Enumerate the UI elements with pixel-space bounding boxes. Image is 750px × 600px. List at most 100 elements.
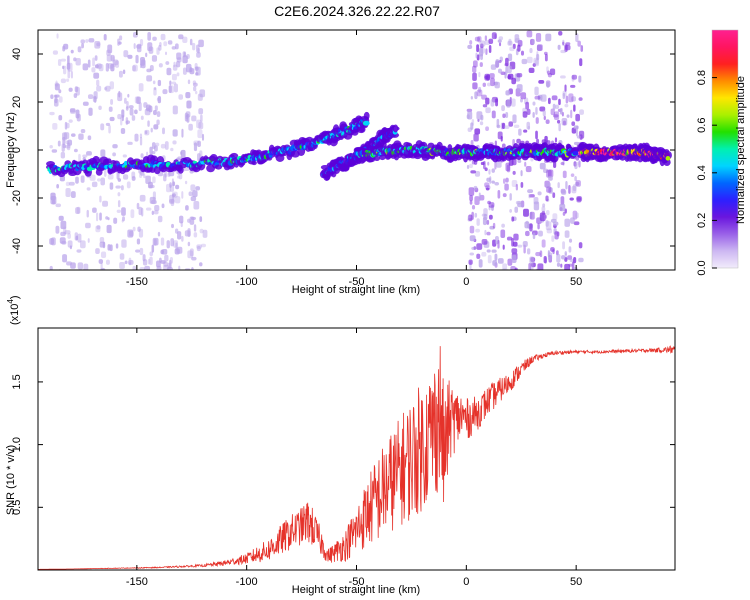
spectrogram-noise-blob <box>480 114 484 121</box>
spectrogram-noise-blob <box>507 73 514 80</box>
spectrogram-noise-blob <box>489 176 492 184</box>
spectrogram-noise-blob <box>578 75 582 83</box>
spectrogram-noise-blob <box>124 260 128 265</box>
spectrogram-noise-blob <box>117 178 122 182</box>
spectrogram-noise-blob <box>570 84 576 88</box>
spectrogram-noise-blob <box>561 189 567 195</box>
spectrogram-noise-blob <box>167 172 171 178</box>
spectrogram-noise-blob <box>131 115 136 121</box>
spectrogram-noise-blob <box>192 82 198 87</box>
colorbar-bar <box>711 29 739 269</box>
spectrogram-noise-blob <box>535 130 538 140</box>
spectrogram-noise-blob <box>510 265 516 270</box>
spectrogram-noise-blob <box>75 176 79 184</box>
spectrogram-noise-blob <box>501 105 505 112</box>
spectrogram-noise-blob <box>63 132 70 140</box>
spectrogram-noise-blob <box>476 243 483 250</box>
spectrogram-x-tick-label: 50 <box>570 276 582 288</box>
spectrogram-noise-blob <box>502 263 508 270</box>
spectrogram-noise-blob <box>468 214 473 221</box>
spectrogram-noise-blob <box>70 262 76 269</box>
spectrogram-noise-blob <box>185 63 192 73</box>
spectrogram-noise-blob <box>544 53 548 62</box>
spectrogram-noise-blob <box>169 182 172 188</box>
spectrogram-noise-blob <box>134 96 140 104</box>
spectrogram-noise-blob <box>494 81 500 89</box>
spectrogram-noise-blob <box>470 122 474 130</box>
spectrogram-noise-blob <box>568 246 572 253</box>
spectrogram-noise-blob <box>128 105 134 109</box>
spectrogram-noise-blob <box>100 267 105 270</box>
spectrogram-noise-blob <box>93 72 100 79</box>
spectrogram-noise-blob <box>118 41 122 45</box>
spectrogram-noise-blob <box>100 149 106 157</box>
spectrogram-noise-blob <box>526 121 531 130</box>
spectrogram-noise-blob <box>192 190 198 198</box>
spectrogram-noise-blob <box>166 67 172 76</box>
spectrogram-noise-blob <box>82 63 89 71</box>
spectrogram-noise-blob <box>551 235 555 242</box>
spectrogram-noise-blob <box>91 67 96 73</box>
spectrogram-noise-blob <box>474 91 478 100</box>
spectrogram-noise-blob <box>70 49 74 54</box>
spectrogram-noise-blob <box>60 231 66 237</box>
spectrogram-noise-blob <box>485 185 491 190</box>
spectrogram-noise-blob <box>520 92 527 100</box>
spectrogram-noise-blob <box>511 254 517 263</box>
spectrogram-noise-blob <box>546 70 551 75</box>
spectrogram-y-tick-label: -40 <box>11 238 23 254</box>
spectrogram-noise-blob <box>113 217 118 224</box>
spectrogram-noise-blob <box>85 39 89 43</box>
spectrogram-noise-blob <box>498 68 503 74</box>
spectrogram-noise-blob <box>92 95 97 103</box>
spectrogram-noise-blob <box>488 169 491 175</box>
spectrogram-noise-blob <box>497 258 504 264</box>
spectrogram-noise-blob <box>129 108 134 116</box>
spectrogram-noise-blob <box>153 110 157 116</box>
spectrogram-noise-blob <box>135 54 139 64</box>
spectrogram-noise-blob <box>60 220 67 230</box>
spectrogram-noise-blob <box>82 101 89 106</box>
spectrogram-noise-blob <box>532 112 535 118</box>
spectrogram-noise-blob <box>173 61 176 68</box>
spectrogram-noise-blob <box>535 32 542 42</box>
spectrogram-noise-blob <box>73 93 78 98</box>
spectrogram-noise-blob <box>573 221 580 226</box>
spectrogram-noise-blob <box>476 44 480 53</box>
spectrogram-noise-blob <box>160 143 166 149</box>
spectrogram-noise-blob <box>171 73 177 81</box>
spectrogram-noise-blob <box>469 200 473 205</box>
snr-y-exponent-close: ) <box>9 295 21 299</box>
spectrogram-noise-blob <box>471 118 475 126</box>
spectrogram-noise-blob <box>149 64 154 72</box>
snr-x-tick-label: -150 <box>126 576 148 588</box>
spectrogram-noise-blob <box>575 212 579 219</box>
spectrogram-noise-blob <box>60 151 66 159</box>
spectrogram-noise-blob <box>138 206 143 216</box>
spectrogram-noise-blob <box>121 207 126 216</box>
spectrogram-noise-blob <box>548 187 553 194</box>
spectrogram-noise-blob <box>159 41 162 47</box>
spectrogram-noise-blob <box>187 228 191 237</box>
spectrogram-noise-blob <box>158 63 163 68</box>
spectrogram-noise-blob <box>73 57 77 62</box>
spectrogram-noise-blob <box>117 192 121 197</box>
spectrogram-noise-blob <box>176 72 180 77</box>
spectrogram-noise-blob <box>124 97 127 104</box>
spectrogram-noise-blob <box>486 219 490 225</box>
spectrogram-noise-blob <box>165 61 170 65</box>
spectrogram-noise-blob <box>88 38 95 43</box>
spectrogram-noise-blob <box>505 90 511 96</box>
spectrogram-noise-blob <box>509 209 513 213</box>
spectrogram-noise-blob <box>471 246 477 250</box>
spectrogram-noise-blob <box>136 202 140 210</box>
spectrogram-noise-blob <box>485 97 490 105</box>
spectrogram-track-halo <box>214 164 223 170</box>
spectrogram-noise-blob <box>146 75 153 82</box>
spectrogram-noise-blob <box>497 131 503 140</box>
spectrogram-noise-blob <box>110 63 115 72</box>
spectrogram-noise-blob <box>537 223 540 230</box>
spectrogram-noise-blob <box>136 96 141 105</box>
spectrogram-noise-blob <box>173 240 179 248</box>
spectrogram-noise-blob <box>125 120 131 124</box>
